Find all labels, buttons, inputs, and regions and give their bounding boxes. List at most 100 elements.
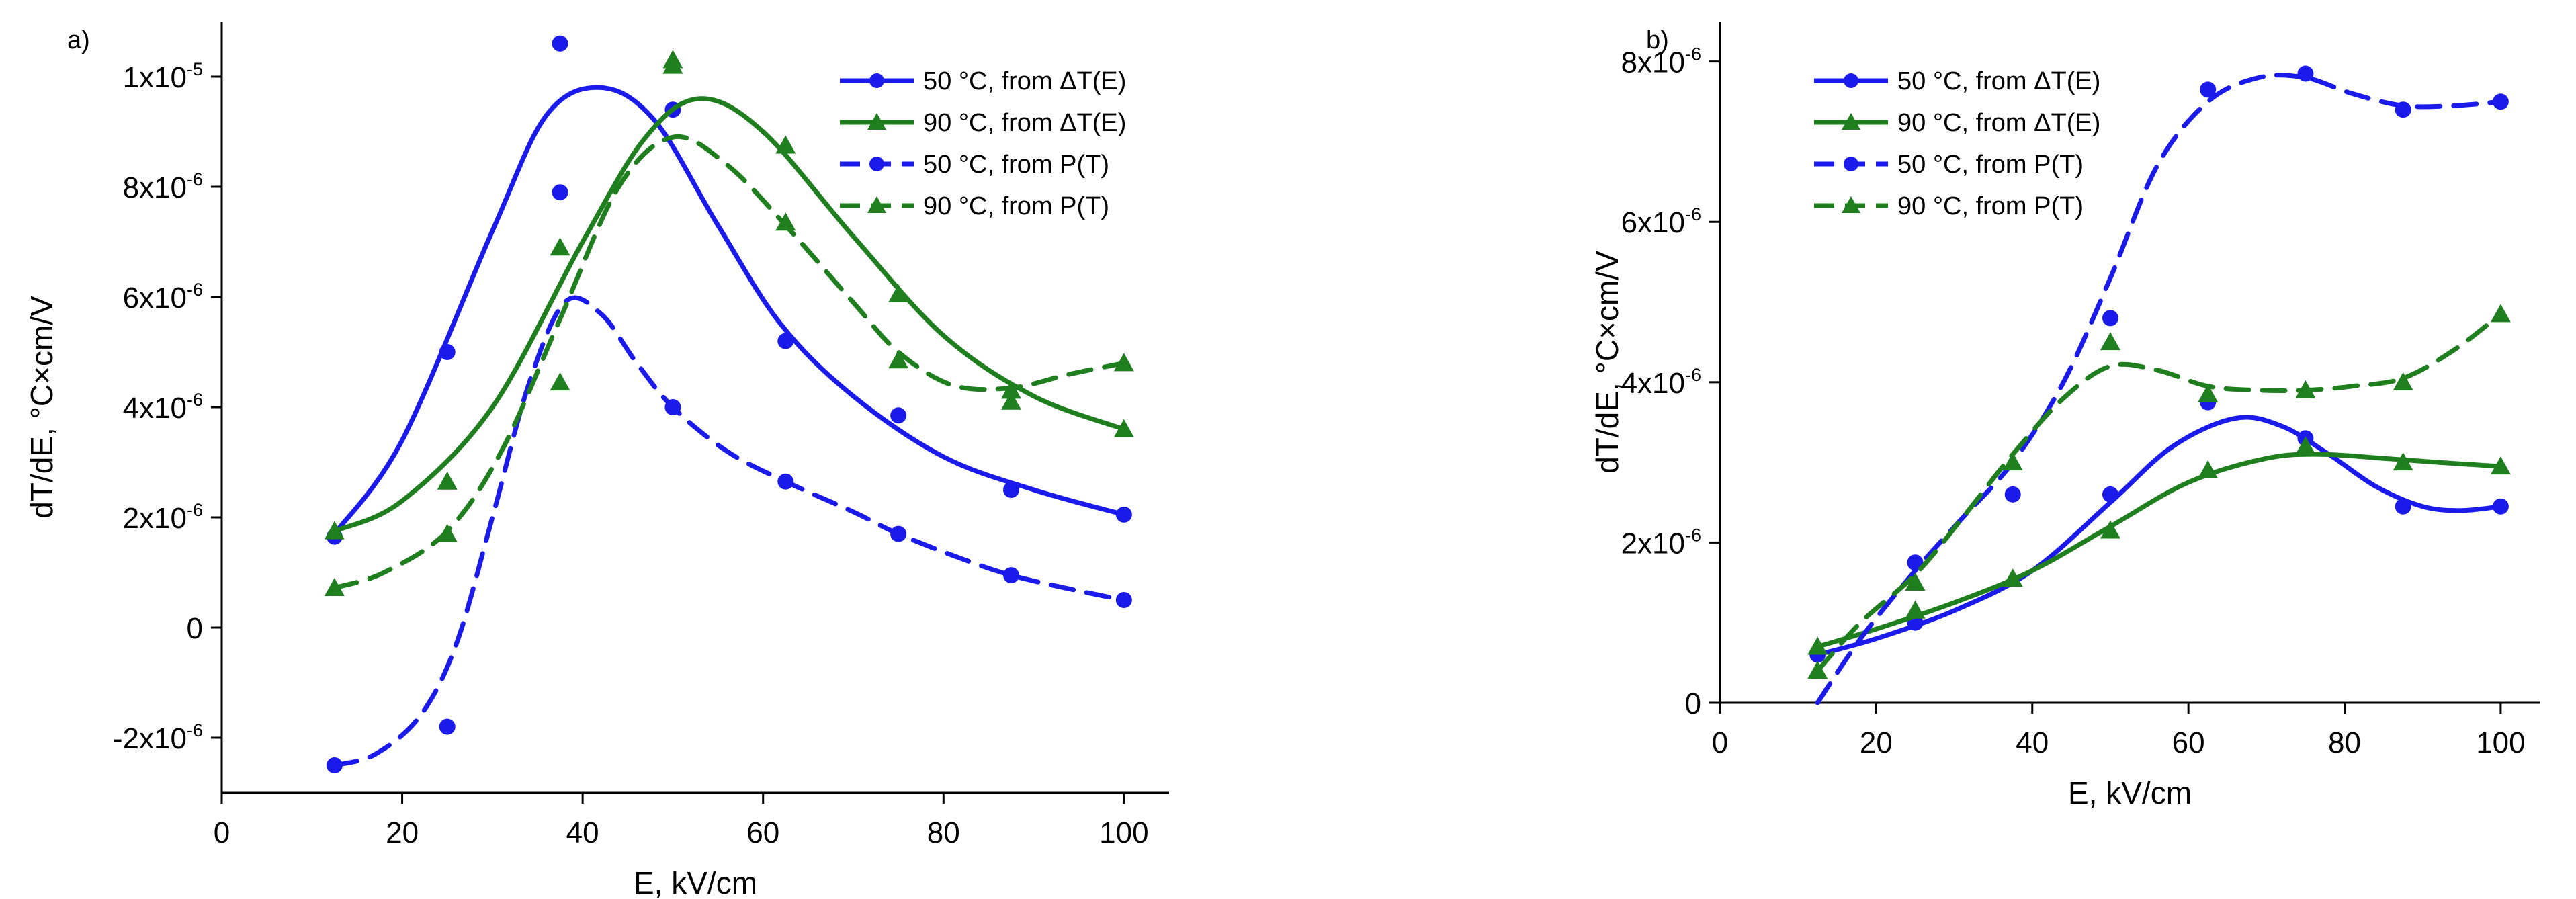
- panel-label: b): [1646, 26, 1669, 54]
- data-point: [2393, 372, 2413, 390]
- data-point: [437, 471, 458, 490]
- data-point: [2100, 332, 2120, 351]
- x-tick-label: 60: [746, 816, 779, 849]
- data-point: [2490, 456, 2511, 475]
- data-point: [1003, 482, 1019, 498]
- data-point: [2102, 486, 2118, 503]
- legend-label: 90 °C, from P(T): [1897, 192, 2084, 220]
- data-point: [2100, 520, 2120, 539]
- data-point: [2395, 498, 2411, 515]
- legend-marker: [1842, 113, 1860, 130]
- series-line: [332, 134, 1127, 591]
- legend-marker: [869, 73, 884, 88]
- data-point: [1001, 391, 1021, 410]
- data-point: [2295, 436, 2316, 455]
- legend-label: 50 °C, from ΔT(E): [1897, 67, 2100, 95]
- y-tick-label: 8x10-6: [1621, 44, 1701, 79]
- data-point: [1907, 554, 1924, 571]
- legend-label: 90 °C, from P(T): [923, 192, 1109, 220]
- x-tick-label: 0: [1712, 726, 1728, 759]
- series-line: [332, 295, 1127, 768]
- series-line: [1815, 311, 2503, 673]
- data-point: [2198, 460, 2219, 479]
- legend-marker: [867, 196, 886, 213]
- legend: 50 °C, from ΔT(E) 90 °C, from ΔT(E) 50 °C,…: [1814, 67, 2100, 220]
- y-axis-title: dT/dE, °C×cm/V: [1590, 251, 1625, 474]
- series-line: [332, 85, 1127, 537]
- data-point: [324, 577, 345, 596]
- data-point: [2395, 101, 2411, 118]
- y-tick-label: 0: [1685, 687, 1701, 720]
- data-point: [2200, 81, 2217, 98]
- x-tick-label: 100: [1099, 816, 1148, 849]
- legend-marker: [1844, 157, 1858, 171]
- panel-a-chart: a) 0 20 40 60 80 100 -2x10-6 0 2x10-6 4x10-6 6x10-6…: [24, 22, 1169, 899]
- y-tick-label: 2x10-6: [1621, 525, 1701, 560]
- panel-label: a): [67, 26, 90, 54]
- y-tick-label: 4x10-6: [1621, 365, 1701, 400]
- series-3: [326, 35, 1132, 773]
- data-point: [890, 407, 907, 424]
- data-point: [2492, 93, 2509, 110]
- data-point: [777, 333, 794, 349]
- data-point: [2297, 65, 2314, 82]
- data-point: [2002, 452, 2023, 471]
- data-point: [890, 525, 907, 542]
- x-tick-label: 0: [214, 816, 230, 849]
- legend-marker: [1842, 196, 1860, 213]
- data-point: [2002, 568, 2023, 587]
- y-tick-label: 8x10-6: [123, 169, 203, 204]
- data-point: [1113, 353, 1134, 372]
- data-point: [439, 718, 456, 735]
- series-line: [332, 96, 1127, 533]
- data-point: [326, 757, 343, 773]
- y-tick-label: 6x10-6: [123, 280, 203, 314]
- data-point: [775, 135, 796, 154]
- data-point: [552, 184, 568, 201]
- data-point: [2198, 384, 2219, 402]
- data-point: [1113, 419, 1134, 437]
- y-tick-label: 6x10-6: [1621, 204, 1701, 239]
- data-point: [664, 399, 681, 415]
- x-tick-label: 80: [2328, 726, 2361, 759]
- x-tick-label: 20: [386, 816, 419, 849]
- legend-marker: [1844, 73, 1858, 88]
- y-tick-label: 0: [187, 612, 203, 645]
- data-point: [2393, 452, 2413, 471]
- x-tick-label: 40: [566, 816, 599, 849]
- legend-marker: [869, 157, 884, 171]
- data-point: [2102, 310, 2118, 327]
- y-tick-label: 4x10-6: [123, 390, 203, 425]
- x-tick-label: 20: [1860, 726, 1893, 759]
- x-tick-label: 100: [2476, 726, 2525, 759]
- data-point: [775, 212, 796, 231]
- y-tick-label: 1x10-5: [123, 59, 203, 94]
- x-axis-title: E, kV/cm: [634, 865, 757, 899]
- series-2: [1807, 436, 2511, 655]
- x-tick-label: 80: [927, 816, 960, 849]
- y-tick-label: 2x10-6: [123, 500, 203, 535]
- legend-label: 90 °C, from ΔT(E): [1897, 109, 2100, 137]
- data-point: [1115, 592, 1132, 608]
- data-point: [324, 521, 345, 540]
- legend-marker: [867, 113, 886, 130]
- data-point: [439, 344, 456, 360]
- data-point: [2490, 304, 2511, 323]
- y-axis-title: dT/dE, °C×cm/V: [24, 296, 59, 519]
- series-line: [1815, 73, 2503, 705]
- data-point: [1807, 660, 1828, 679]
- data-point: [437, 523, 458, 542]
- legend-label: 50 °C, from ΔT(E): [923, 67, 1126, 95]
- data-point: [550, 237, 570, 256]
- x-axis-title: E, kV/cm: [2068, 775, 2192, 810]
- series-4: [324, 50, 1134, 596]
- series-line: [1815, 452, 2503, 649]
- legend-label: 50 °C, from P(T): [923, 151, 1109, 179]
- series-3: [1815, 65, 2509, 705]
- data-point: [1905, 572, 1926, 591]
- data-point: [550, 372, 570, 391]
- data-point: [2492, 498, 2509, 515]
- data-point: [1003, 567, 1019, 584]
- legend-label: 90 °C, from ΔT(E): [923, 109, 1126, 137]
